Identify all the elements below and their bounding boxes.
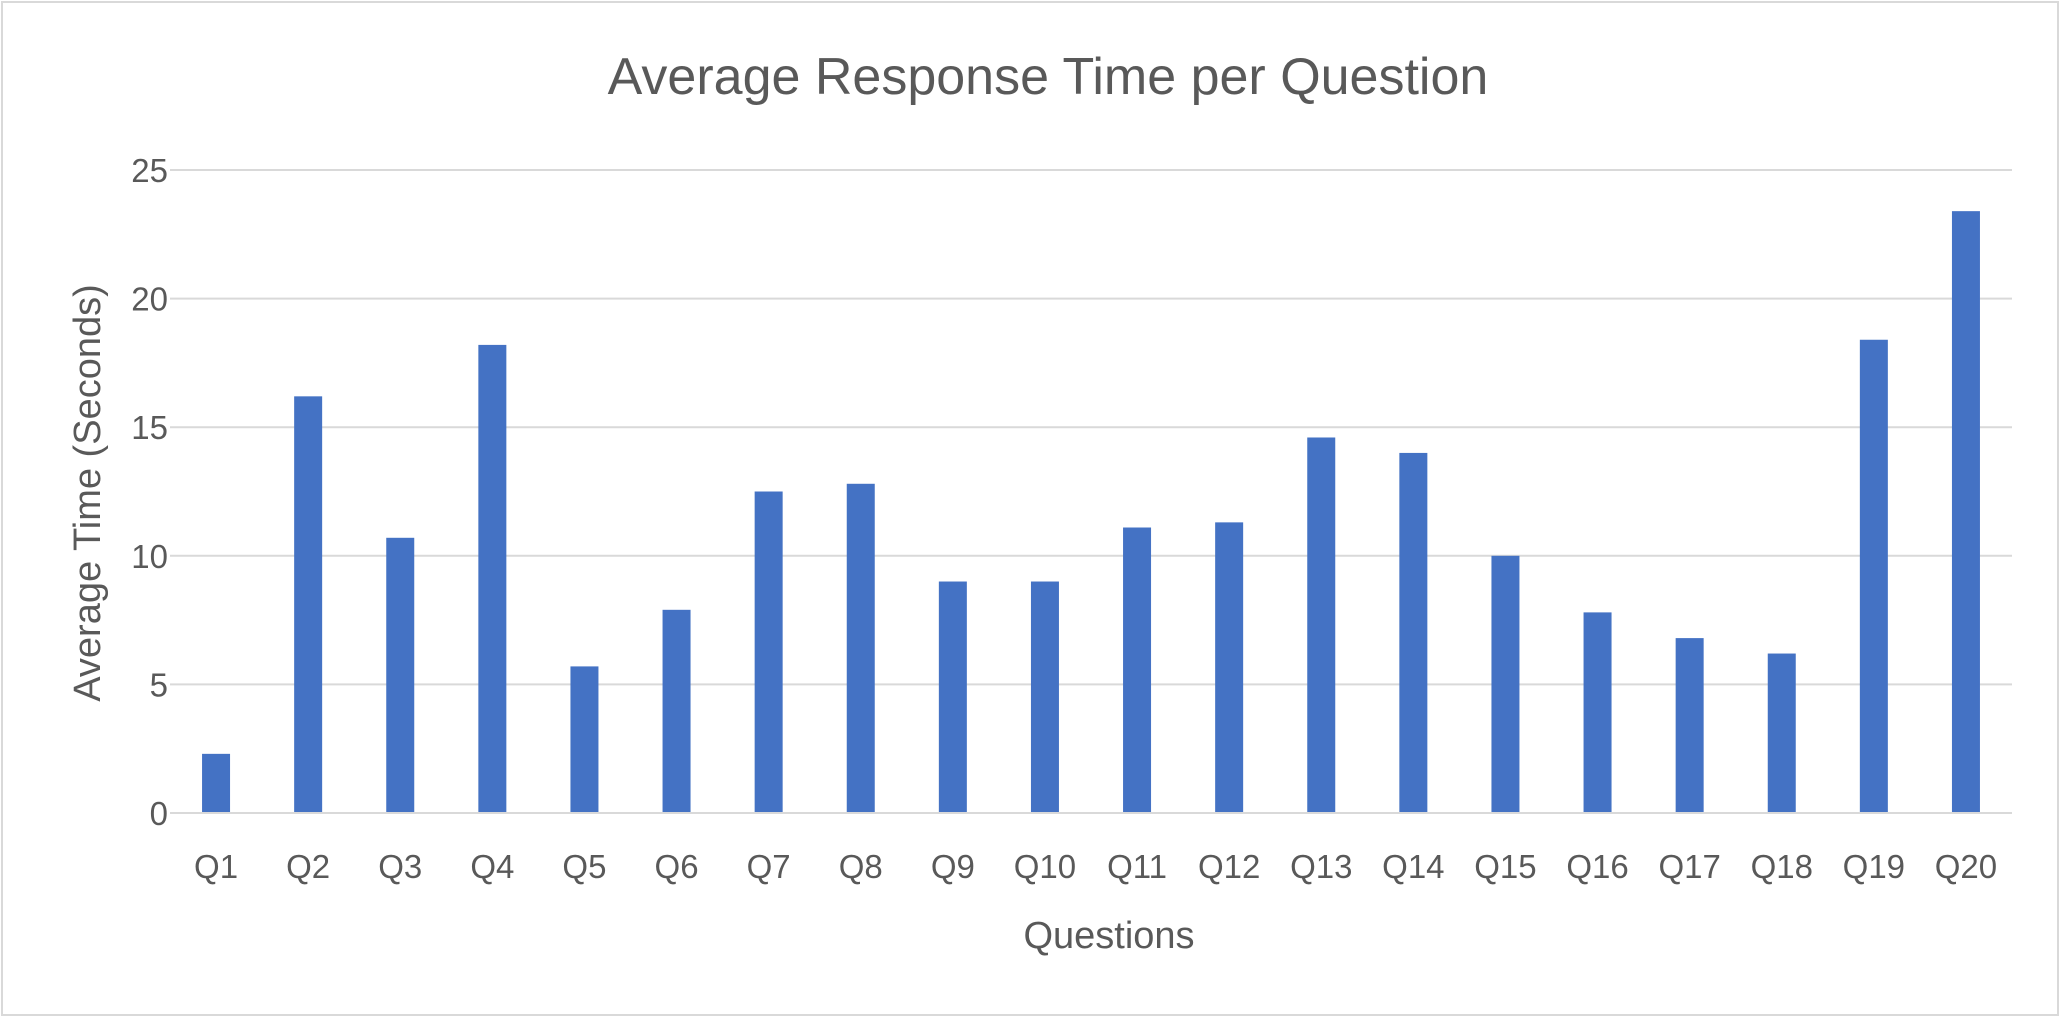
bar-q2	[294, 396, 323, 813]
x-tick-label: Q1	[194, 848, 238, 885]
x-tick-label: Q11	[1107, 848, 1167, 885]
bar-q9	[938, 581, 967, 813]
x-tick-label: Q4	[470, 848, 514, 885]
y-tick-label: 10	[131, 538, 168, 575]
bar-q19	[1859, 339, 1888, 813]
y-axis-title: Average Time (Seconds)	[67, 284, 109, 702]
x-tick-label: Q7	[747, 848, 791, 885]
y-tick-label: 20	[131, 281, 168, 318]
y-tick-label: 25	[131, 152, 168, 189]
x-tick-label: Q5	[562, 848, 606, 885]
x-tick-label: Q17	[1658, 848, 1720, 885]
x-tick-label: Q18	[1751, 848, 1813, 885]
bar-q14	[1399, 452, 1428, 813]
bars	[202, 211, 1980, 814]
gridlines	[170, 169, 2012, 686]
bar-q15	[1491, 555, 1520, 813]
x-tick-label: Q15	[1474, 848, 1536, 885]
bar-q7	[754, 491, 783, 813]
x-tick-label: Q2	[286, 848, 330, 885]
x-tick-label: Q6	[655, 848, 699, 885]
bar-q4	[478, 344, 507, 813]
chart-title: Average Response Time per Question	[608, 48, 1489, 106]
bar-q1	[202, 753, 231, 813]
bar-q6	[662, 609, 691, 813]
y-tick-label: 15	[131, 409, 168, 446]
bar-q12	[1215, 522, 1244, 813]
x-tick-label: Q16	[1566, 848, 1628, 885]
bar-q13	[1307, 437, 1336, 813]
bar-q18	[1767, 653, 1796, 813]
bar-q17	[1675, 638, 1704, 813]
bar-q10	[1030, 581, 1059, 813]
x-tick-label: Q19	[1843, 848, 1905, 885]
x-tick-label: Q20	[1935, 848, 1997, 885]
x-tick-label: Q8	[839, 848, 883, 885]
bar-q16	[1583, 612, 1612, 813]
y-tick-label: 0	[150, 795, 168, 832]
y-axis-tick-labels: 0 5 10 15 20 25	[131, 152, 168, 832]
bar-q3	[386, 537, 415, 813]
x-axis-title: Questions	[1023, 915, 1194, 957]
x-axis-tick-labels: Q1 Q2 Q3 Q4 Q5 Q6 Q7 Q8 Q9 Q10 Q11 Q12 Q13 Q14 Q15 Q16 Q…	[194, 848, 1997, 885]
bar-q8	[846, 483, 875, 813]
bar-q5	[570, 666, 599, 813]
x-tick-label: Q12	[1198, 848, 1260, 885]
y-tick-label: 5	[150, 666, 168, 703]
bar-q20	[1951, 211, 1980, 814]
x-tick-label: Q3	[378, 848, 422, 885]
x-tick-label: Q14	[1382, 848, 1444, 885]
x-tick-label: Q9	[931, 848, 975, 885]
x-tick-label: Q10	[1014, 848, 1076, 885]
x-tick-label: Q13	[1290, 848, 1352, 885]
bar-q11	[1123, 527, 1152, 813]
